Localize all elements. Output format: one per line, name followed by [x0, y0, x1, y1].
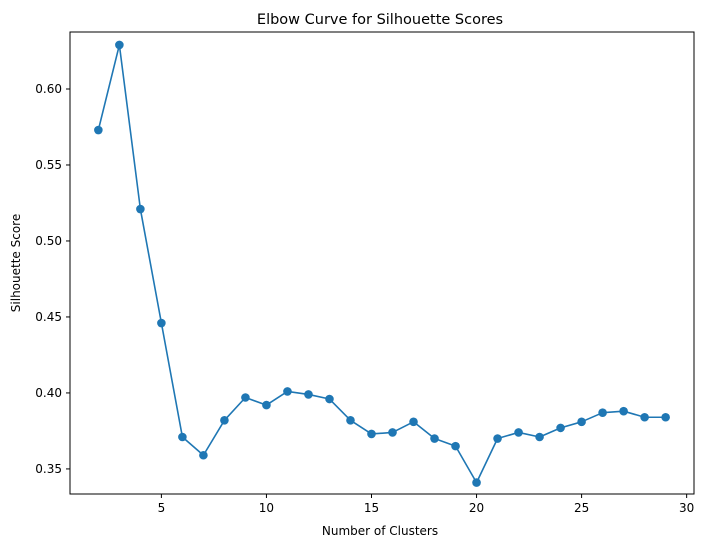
data-point	[388, 428, 397, 437]
data-point	[367, 429, 376, 439]
data-point	[493, 434, 502, 443]
data-point	[535, 432, 544, 442]
series-markers	[94, 40, 670, 487]
data-point	[598, 408, 607, 417]
y-axis-label: Silhouette Score	[9, 214, 23, 312]
x-tick-label: 20	[469, 501, 484, 515]
data-point	[472, 478, 481, 487]
data-point	[430, 434, 439, 443]
data-point	[661, 412, 670, 422]
data-point	[262, 400, 271, 410]
data-point	[556, 423, 565, 433]
data-point	[199, 450, 208, 460]
data-point	[409, 417, 418, 427]
ticks: 5 10 15 20 25 30 0.35 0.40 0.45 0.50 0.55 0.60	[35, 82, 694, 515]
x-tick-label: 25	[574, 501, 589, 515]
data-point	[346, 415, 355, 425]
data-point	[514, 428, 523, 437]
data-point	[304, 390, 313, 399]
data-point	[136, 204, 145, 214]
data-point	[451, 441, 460, 451]
plot-area	[70, 32, 694, 494]
x-tick-label: 10	[259, 501, 274, 515]
data-point	[619, 406, 628, 416]
y-tick-label: 0.60	[35, 82, 62, 96]
data-point	[157, 318, 166, 328]
data-point	[283, 387, 292, 396]
data-point	[94, 125, 103, 135]
y-tick-label: 0.50	[35, 234, 62, 248]
data-point	[241, 393, 250, 402]
y-tick-label: 0.45	[35, 310, 62, 324]
data-point	[220, 415, 229, 425]
data-point	[325, 394, 334, 404]
data-point	[640, 412, 649, 422]
x-tick-label: 5	[158, 501, 166, 515]
y-tick-label: 0.35	[35, 462, 62, 476]
chart-title: Elbow Curve for Silhouette Scores	[257, 12, 503, 28]
plot-frame	[69, 31, 695, 495]
x-axis-label: Number of Clusters	[322, 524, 438, 538]
data-point	[178, 432, 187, 442]
x-tick-label: 30	[679, 501, 694, 515]
data-point	[115, 40, 124, 50]
y-tick-label: 0.40	[35, 386, 62, 400]
x-tick-label: 15	[364, 501, 379, 515]
y-tick-label: 0.55	[35, 158, 62, 172]
series-line-path	[97, 44, 666, 484]
data-point	[577, 417, 586, 427]
series-line	[97, 44, 666, 484]
